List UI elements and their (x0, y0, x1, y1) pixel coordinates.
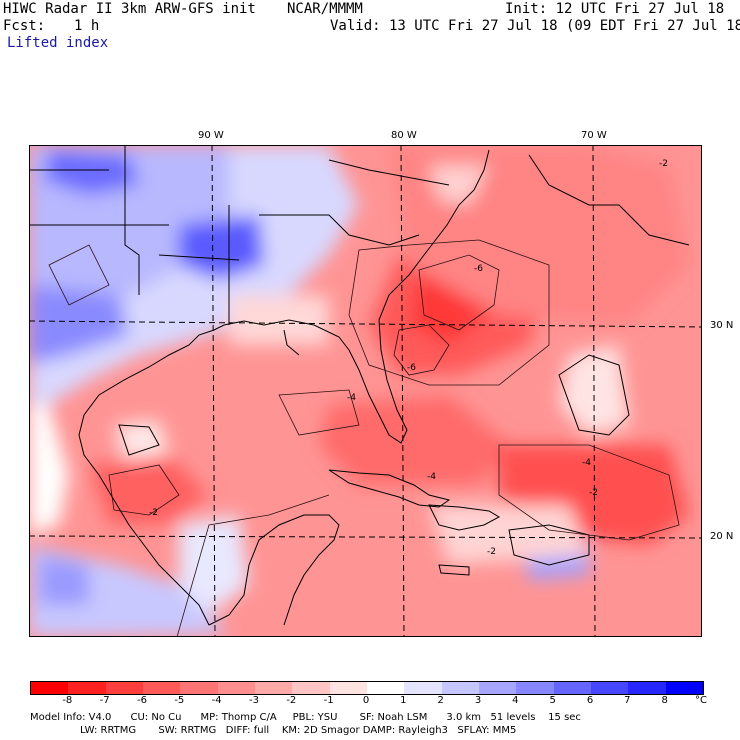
forecast-label: Fcst: (3, 18, 46, 34)
colorbar-swatch (366, 682, 405, 694)
colorbar-swatch (180, 682, 218, 694)
colorbar-swatch (68, 682, 106, 694)
lat-lon-grid (29, 145, 702, 637)
lon-label-70w: 70 W (581, 130, 607, 141)
organization-label: NCAR/MMMM (287, 1, 363, 17)
map-frame (29, 145, 702, 637)
colorbar-tick-label: -6 (137, 695, 147, 706)
colorbar-tick-label: -2 (286, 695, 297, 706)
colorbar-tick-label: -4 (211, 695, 222, 706)
contour-label: -4 (582, 458, 591, 468)
colorbar-tick-label: 1 (400, 695, 407, 706)
colorbar-swatch (254, 682, 293, 694)
model-info-line2: LW: RRTMG SW: RRTMG DIFF: full KM: 2D Sm… (80, 725, 517, 736)
colorbar-swatch (590, 682, 629, 694)
colorbar-swatch (105, 682, 143, 694)
contour-label: -2 (589, 488, 598, 498)
colorbar-tick-label: -3 (249, 695, 259, 706)
colorbar-unit: °C (695, 695, 707, 706)
colorbar-swatch (553, 682, 591, 694)
contour-label: -6 (474, 264, 483, 274)
colorbar-tick-label: -8 (62, 695, 73, 706)
colorbar-swatch (217, 682, 255, 694)
colorbar-swatch (516, 682, 554, 694)
contour-label: -4 (347, 393, 356, 403)
lat-label-30n: 30 N (710, 320, 734, 331)
colorbar-swatch (292, 682, 330, 694)
colorbar-tick-label: 7 (624, 695, 631, 706)
colorbar-swatch (329, 682, 367, 694)
colorbar-tick-label: 0 (362, 695, 370, 706)
lon-label-90w: 90 W (198, 130, 224, 141)
product-title: HIWC Radar II 3km ARW-GFS init (3, 1, 256, 17)
colorbar-swatch (142, 682, 181, 694)
contour-lines (48, 239, 680, 637)
colorbar-swatch (404, 682, 442, 694)
coastlines (29, 145, 690, 626)
colorbar-swatch (31, 682, 69, 694)
field-name: Lifted index (7, 35, 109, 51)
colorbar-tick-label: -1 (323, 695, 334, 706)
colorbar-swatch (441, 682, 479, 694)
colorbar-tick-label: 6 (586, 695, 594, 706)
colorbar-swatch (628, 682, 666, 694)
lifted-index-map: -6 -6 -4 -4 -2 -2 -2 -4 -2 (29, 145, 702, 637)
valid-time: Valid: 13 UTC Fri 27 Jul 18 (09 EDT Fri … (330, 18, 740, 34)
contour-label: -2 (487, 547, 496, 557)
colorbar-tick-label: 5 (549, 695, 556, 706)
forecast-hour: 1 h (74, 18, 100, 34)
lon-label-80w: 80 W (391, 130, 417, 141)
colorbar-tick-label: 2 (437, 695, 444, 706)
contour-label: -2 (659, 159, 668, 169)
colorbar-tick-label: 4 (512, 695, 519, 706)
colorbar-tick-label: 8 (661, 695, 668, 706)
contour-label: -4 (427, 472, 436, 482)
colorbar (30, 681, 704, 695)
colorbar-swatch (665, 682, 703, 694)
init-time: Init: 12 UTC Fri 27 Jul 18 (505, 1, 725, 17)
colorbar-tick-label: 3 (474, 695, 482, 706)
colorbar-swatch (478, 682, 517, 694)
colorbar-tick-label: -5 (174, 695, 185, 706)
colorbar-tick-label: -7 (99, 695, 110, 706)
contour-label: -6 (407, 363, 416, 373)
lat-label-20n: 20 N (710, 531, 734, 542)
model-info-line1: Model Info: V4.0 CU: No Cu MP: Thomp C/A… (30, 712, 581, 723)
contour-label: -2 (149, 508, 158, 518)
